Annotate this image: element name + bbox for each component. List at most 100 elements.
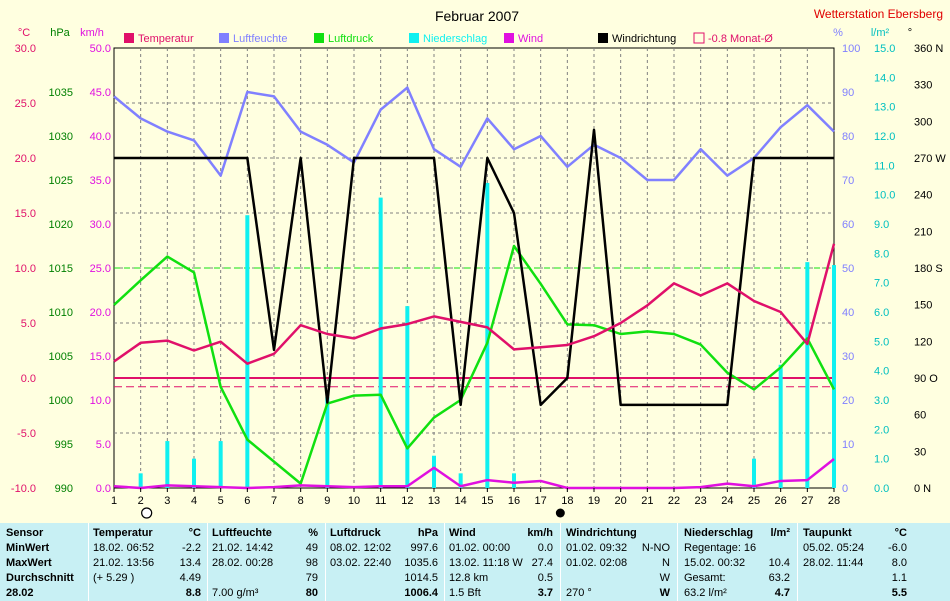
rain-axis-tick: 13.0 xyxy=(874,102,895,114)
rain-bar xyxy=(752,458,756,488)
hum-axis-tick: 50 xyxy=(842,263,854,275)
rain-axis-tick: 0.0 xyxy=(874,483,889,495)
hum-axis-tick: 10 xyxy=(842,439,854,451)
legend-swatch xyxy=(693,32,705,44)
stats-cell-info: 08.02. 12:02 xyxy=(330,542,392,554)
stats-row: 28.02. 00:28 98 xyxy=(212,556,322,571)
stats-row: Gesamt: 63.2 xyxy=(684,571,794,586)
stats-cell-info: 01.02. 02:08 xyxy=(566,557,628,569)
stats-cell-value: 8.8 xyxy=(185,587,201,599)
x-tick-label: 6 xyxy=(244,495,250,507)
x-tick-label: 17 xyxy=(535,495,547,507)
stats-row: 7.00 g/m³ 80 xyxy=(212,586,322,601)
x-tick-label: 3 xyxy=(164,495,170,507)
rain-bar xyxy=(138,473,143,488)
x-tick-label: 9 xyxy=(324,495,330,507)
legend-label: -0.8 Monat-Ø xyxy=(708,33,773,45)
hum-axis-tick: 20 xyxy=(842,395,854,407)
stats-cell-value: 4.7 xyxy=(774,587,790,599)
stats-cell-value: 0.5 xyxy=(537,572,553,584)
wind-axis-tick: 30.0 xyxy=(90,219,111,231)
temp-axis-tick: 5.0 xyxy=(21,318,36,330)
stats-table: Sensor MinWert MaxWert Durchschnitt 28.0… xyxy=(0,523,950,601)
x-tick-label: 12 xyxy=(401,495,413,507)
x-tick-label: 21 xyxy=(641,495,653,507)
press-axis-tick: 1005 xyxy=(49,351,73,363)
stats-cell-value: 1035.6 xyxy=(404,557,438,569)
unit-rain: l/m² xyxy=(871,27,890,39)
stats-cell-value: 49 xyxy=(305,542,318,554)
wind-axis-tick: 15.0 xyxy=(90,351,111,363)
x-tick-label: 27 xyxy=(801,495,813,507)
stats-header-label: Niederschlag xyxy=(684,527,754,539)
temp-axis-tick: -10.0 xyxy=(11,483,36,495)
x-tick-label: 26 xyxy=(775,495,787,507)
x-tick-label: 19 xyxy=(588,495,600,507)
y-axes: 30.0 25.0 20.0 15.0 10.0 5.0 0.0 -5.0 -10.0 1035 1… xyxy=(11,43,946,495)
hum-axis-tick: 30 xyxy=(842,351,854,363)
rain-bar xyxy=(458,473,463,488)
press-axis-tick: 1015 xyxy=(49,263,73,275)
stats-row: 12.8 km 0.5 xyxy=(449,571,557,586)
stats-header-unit: °C xyxy=(894,527,907,539)
rain-bar xyxy=(325,397,330,488)
hum-axis-tick: 80 xyxy=(842,131,854,143)
rain-bar xyxy=(805,262,810,488)
stats-cell-info: 12.8 km xyxy=(449,572,489,584)
stats-header-label: Wind xyxy=(449,527,476,539)
legend-swatch xyxy=(219,33,229,43)
legend-swatch xyxy=(409,33,419,43)
rain-bar xyxy=(512,473,516,488)
x-tick-label: 15 xyxy=(481,495,493,507)
temp-axis-tick: 0.0 xyxy=(21,373,36,385)
stats-cell-info: 28.02. 00:28 xyxy=(212,557,274,569)
x-tick-label: 10 xyxy=(348,495,360,507)
stats-row: 79 xyxy=(212,571,322,586)
stats-cell-info: 13.02. 11:18 W xyxy=(449,557,523,569)
dir-axis-tick: 270 W xyxy=(914,153,946,165)
stats-cell-info: 15.02. 00:32 xyxy=(684,557,746,569)
series-temperatur xyxy=(113,243,836,365)
stats-row: 28.02. 11:44 8.0 xyxy=(803,556,911,571)
stats-cell-value: 4.49 xyxy=(179,572,201,584)
legend-label: Niederschlag xyxy=(423,33,487,45)
stats-header-unit: hPa xyxy=(417,527,438,539)
stats-cell-info: 03.02. 22:40 xyxy=(330,557,392,569)
station-name: Wetterstation Ebersberg xyxy=(814,7,943,21)
stats-cell-value: 5.5 xyxy=(891,587,907,599)
stats-row: 05.02. 05:24 -6.0 xyxy=(803,541,911,556)
dir-axis-tick: 150 xyxy=(914,300,932,312)
dir-axis-tick: 60 xyxy=(914,410,926,422)
dir-axis-tick: 30 xyxy=(914,446,926,458)
rain-axis-tick: 11.0 xyxy=(874,160,895,172)
press-axis-tick: 1000 xyxy=(49,395,73,407)
press-axis-tick: 995 xyxy=(55,439,73,451)
stats-row: 5.5 xyxy=(803,586,911,601)
dir-axis-tick: 210 xyxy=(914,226,932,238)
stats-temperatur: Temperatur °C 18.02. 06:52 -2.2 21.02. 13:56… xyxy=(93,523,205,601)
stats-row: 03.02. 22:40 1035.6 xyxy=(330,556,442,571)
stats-row: (+ 5.29 ) 4.49 xyxy=(93,571,205,586)
press-axis-tick: 1030 xyxy=(49,131,73,143)
temp-axis-tick: -5.0 xyxy=(17,428,36,440)
stats-header-unit: °C xyxy=(188,527,201,539)
stats-cell-info: 1.5 Bft xyxy=(449,587,481,599)
stats-row: 15.02. 00:32 10.4 xyxy=(684,556,794,571)
stats-windrichtung: Windrichtung 01.02. 09:32 N-NO 01.02. 02:08… xyxy=(566,523,674,601)
unit-press: hPa xyxy=(50,27,70,39)
stats-cell-value: 997.6 xyxy=(410,542,438,554)
stats-header-label: Luftfeuchte xyxy=(212,527,272,539)
stats-divider xyxy=(88,523,89,601)
stats-row: 08.02. 12:02 997.6 xyxy=(330,541,442,556)
series-lines xyxy=(113,86,836,490)
wind-axis-tick: 0.0 xyxy=(96,483,111,495)
x-tick-label: 1 xyxy=(111,495,117,507)
rain-axis-tick: 15.0 xyxy=(874,43,895,55)
temp-axis-tick: 15.0 xyxy=(15,208,36,220)
wind-axis-tick: 10.0 xyxy=(90,395,111,407)
wind-axis-tick: 5.0 xyxy=(96,439,111,451)
unit-wind: km/h xyxy=(80,27,104,39)
weather-chart: Februar 2007 Wetterstation Ebersberg Tem… xyxy=(11,7,946,519)
rain-axis-tick: 9.0 xyxy=(874,219,889,231)
stats-taupunkt: Taupunkt °C 05.02. 05:24 -6.0 28.02. 11:44 8.… xyxy=(803,523,911,601)
